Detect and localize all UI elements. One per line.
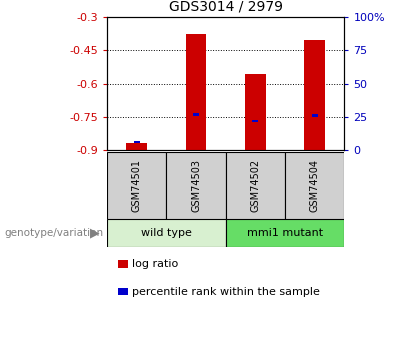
Text: GSM74504: GSM74504 — [310, 159, 320, 212]
Bar — [304, 40, 325, 150]
Text: log ratio: log ratio — [132, 259, 178, 269]
Text: GSM74503: GSM74503 — [191, 159, 201, 212]
Text: ▶: ▶ — [90, 226, 99, 239]
Text: wild type: wild type — [141, 228, 192, 238]
Bar — [107, 219, 226, 247]
Bar — [134, 141, 140, 144]
Bar — [126, 144, 147, 150]
Text: genotype/variation: genotype/variation — [4, 228, 103, 238]
Bar — [166, 152, 226, 219]
Text: GSM74501: GSM74501 — [132, 159, 142, 212]
Bar — [226, 219, 344, 247]
Bar — [193, 113, 199, 116]
Bar — [252, 119, 258, 122]
Bar — [245, 74, 266, 150]
Text: percentile rank within the sample: percentile rank within the sample — [132, 287, 320, 296]
Bar — [186, 34, 207, 150]
Bar — [312, 114, 318, 117]
Title: GDS3014 / 2979: GDS3014 / 2979 — [169, 0, 283, 13]
Bar — [226, 152, 285, 219]
Text: GSM74502: GSM74502 — [250, 159, 260, 212]
Bar — [285, 152, 344, 219]
Text: mmi1 mutant: mmi1 mutant — [247, 228, 323, 238]
Bar — [107, 152, 166, 219]
